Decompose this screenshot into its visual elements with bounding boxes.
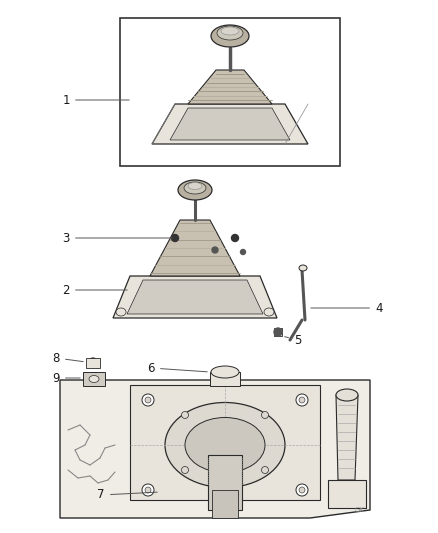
Polygon shape — [188, 70, 272, 104]
Text: 5: 5 — [285, 334, 301, 346]
Ellipse shape — [145, 487, 151, 493]
Polygon shape — [150, 220, 240, 276]
Bar — [86, 358, 100, 368]
Polygon shape — [113, 276, 277, 318]
Bar — [83, 372, 105, 386]
Circle shape — [232, 235, 239, 241]
Text: 4: 4 — [311, 302, 382, 314]
Polygon shape — [130, 385, 320, 500]
Ellipse shape — [299, 397, 305, 403]
Polygon shape — [127, 280, 263, 314]
Ellipse shape — [217, 26, 243, 40]
Ellipse shape — [211, 366, 239, 378]
Text: 6: 6 — [148, 361, 207, 375]
Ellipse shape — [296, 484, 308, 496]
Text: 1: 1 — [63, 93, 129, 107]
Ellipse shape — [165, 402, 285, 488]
Ellipse shape — [211, 25, 249, 47]
Bar — [210, 372, 240, 386]
Ellipse shape — [185, 417, 265, 472]
Ellipse shape — [261, 411, 268, 418]
Text: 2: 2 — [63, 284, 127, 296]
Ellipse shape — [261, 466, 268, 473]
Bar — [328, 480, 366, 508]
Ellipse shape — [142, 394, 154, 406]
Circle shape — [212, 247, 218, 253]
Text: 7: 7 — [98, 489, 157, 502]
Ellipse shape — [89, 376, 99, 383]
Ellipse shape — [188, 182, 202, 190]
Polygon shape — [152, 104, 308, 144]
Ellipse shape — [145, 397, 151, 403]
Circle shape — [240, 249, 246, 254]
Text: 9: 9 — [53, 372, 80, 384]
Circle shape — [89, 358, 97, 366]
Bar — [120, 18, 340, 166]
Text: 8: 8 — [53, 351, 83, 365]
Ellipse shape — [142, 484, 154, 496]
Ellipse shape — [116, 308, 126, 316]
Polygon shape — [170, 108, 290, 140]
Bar — [212, 490, 238, 518]
Circle shape — [172, 235, 179, 241]
Ellipse shape — [181, 466, 188, 473]
Ellipse shape — [336, 389, 358, 401]
Text: 3: 3 — [63, 231, 172, 245]
Bar — [208, 455, 242, 510]
Circle shape — [274, 328, 282, 336]
Polygon shape — [60, 380, 370, 518]
Ellipse shape — [296, 394, 308, 406]
Ellipse shape — [184, 182, 206, 194]
Ellipse shape — [221, 27, 239, 35]
Ellipse shape — [299, 265, 307, 271]
Bar — [274, 328, 282, 336]
Polygon shape — [336, 395, 358, 480]
Ellipse shape — [181, 411, 188, 418]
Ellipse shape — [264, 308, 274, 316]
Ellipse shape — [299, 487, 305, 493]
Text: GK: GK — [355, 507, 365, 513]
Ellipse shape — [178, 180, 212, 200]
